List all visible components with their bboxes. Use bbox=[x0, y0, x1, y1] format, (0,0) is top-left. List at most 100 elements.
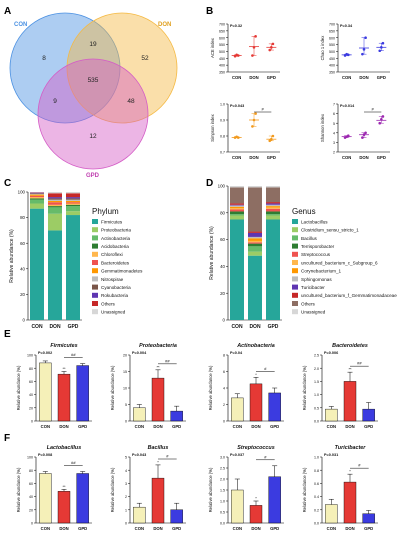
stacked-segment bbox=[248, 238, 262, 241]
x-tick-label: GPD bbox=[377, 155, 386, 160]
stacked-segment bbox=[66, 204, 80, 207]
legend-label: Turicibacter bbox=[301, 285, 325, 290]
chart-title: Turicibacter bbox=[335, 445, 367, 451]
data-point bbox=[268, 139, 272, 143]
venn-label-gpd: GPD bbox=[86, 173, 100, 179]
stacked-segment bbox=[230, 205, 244, 207]
legend-label: Actinobacteria bbox=[101, 236, 131, 241]
legend-swatch bbox=[92, 292, 98, 298]
data-point bbox=[268, 48, 272, 52]
stacked-segment bbox=[30, 193, 44, 194]
y-tick-label: 500 bbox=[329, 50, 335, 54]
y-tick-label: 80 bbox=[29, 469, 33, 473]
stacked-segment bbox=[248, 232, 262, 237]
stacked-segment bbox=[48, 206, 62, 208]
p-value-label: P=0.014 bbox=[340, 104, 355, 108]
y-tick-label: 8 bbox=[223, 354, 225, 358]
legend-swatch bbox=[292, 292, 298, 298]
data-point bbox=[271, 42, 275, 46]
y-tick-label: 20 bbox=[123, 354, 127, 358]
p-value-label: P=0.031 bbox=[324, 453, 338, 457]
x-tick-label: GPD bbox=[78, 526, 87, 531]
legend-swatch bbox=[92, 251, 98, 257]
stacked-segment bbox=[248, 246, 262, 252]
legend-label: Unassigned bbox=[101, 310, 126, 315]
y-tick-label: 1 bbox=[125, 508, 127, 512]
y-tick-label: 350 bbox=[329, 71, 335, 75]
bar bbox=[325, 504, 338, 524]
stacked-segment bbox=[30, 192, 44, 194]
stacked-segment bbox=[248, 251, 262, 256]
stacked-segment bbox=[266, 187, 280, 203]
legend-label: uncultured_bacterium_f_Gemmatimonadaceae bbox=[301, 293, 397, 298]
data-point bbox=[380, 46, 383, 49]
x-tick-label: GPD bbox=[377, 75, 386, 80]
stacked-segment bbox=[248, 240, 262, 243]
venn-count-con-don: 19 bbox=[89, 41, 97, 48]
y-tick-label: 4 bbox=[333, 131, 335, 135]
y-tick-label: 1.0 bbox=[314, 456, 319, 460]
bar bbox=[57, 491, 71, 524]
legend-swatch bbox=[92, 309, 98, 315]
venn-count-don-only: 52 bbox=[141, 55, 149, 62]
y-tick-label: 100 bbox=[27, 456, 33, 460]
x-tick-label: DON bbox=[251, 526, 260, 531]
y-tick-label: 0.6 bbox=[314, 482, 319, 486]
p-value-label: P=0.037 bbox=[230, 453, 244, 457]
x-tick-label: DON bbox=[153, 424, 162, 429]
stacked-segment bbox=[48, 198, 62, 200]
y-axis-label: Relative abundance (%) bbox=[110, 467, 115, 512]
y-tick-label: 0 bbox=[125, 420, 127, 424]
legend-label: Others bbox=[301, 301, 315, 306]
y-tick-label: 1.0 bbox=[314, 393, 319, 397]
stacked-segment bbox=[66, 198, 80, 200]
x-tick-label: GPD bbox=[364, 424, 373, 429]
y-tick-label: 0 bbox=[23, 318, 26, 323]
legend-label: Bacteroidetes bbox=[101, 260, 130, 265]
significance-marker: # bbox=[358, 463, 361, 468]
y-tick-label: 2.5 bbox=[220, 467, 225, 471]
y-tick-label: 0.2 bbox=[314, 508, 319, 512]
y-axis-label: Relative abundance (%) bbox=[110, 365, 115, 410]
y-tick-label: 6 bbox=[223, 370, 225, 374]
legend-label: Corynebacterium_1 bbox=[301, 269, 342, 274]
legend-label: Chloroflexi bbox=[101, 252, 123, 257]
bar bbox=[268, 392, 281, 422]
bar bbox=[133, 407, 146, 422]
stacked-segment bbox=[248, 242, 262, 244]
y-tick-label: 60 bbox=[29, 482, 33, 486]
stacked-segment bbox=[266, 204, 280, 207]
stacked-segment bbox=[248, 231, 262, 233]
x-tick-label: DON bbox=[249, 155, 258, 160]
stacked-segment bbox=[230, 211, 244, 215]
y-tick-label: 20 bbox=[220, 291, 225, 296]
p-value-label: P=0.008 bbox=[38, 453, 52, 457]
stacked-segment bbox=[230, 214, 244, 216]
stacked-segment bbox=[266, 215, 280, 220]
y-tick-label: 5 bbox=[333, 122, 335, 126]
stacked-segment bbox=[230, 206, 244, 209]
legend-swatch bbox=[292, 268, 298, 274]
stacked-segment bbox=[266, 214, 280, 216]
chart-title: Lactobacillus bbox=[47, 445, 81, 451]
panel-label-e: E bbox=[4, 329, 11, 340]
significance-star: ** bbox=[156, 364, 160, 369]
y-tick-label: 100 bbox=[27, 354, 33, 358]
data-point bbox=[362, 133, 366, 137]
legend-swatch bbox=[92, 276, 98, 282]
y-tick-label: 0.9 bbox=[220, 119, 225, 123]
y-tick-label: 4 bbox=[223, 387, 225, 391]
y-tick-label: 60 bbox=[29, 380, 33, 384]
data-point bbox=[361, 52, 364, 56]
chart-title: Actinobacteria bbox=[236, 343, 274, 349]
x-tick-label: CON bbox=[232, 75, 241, 80]
bar-chart: 0 2 4 6 8 Relative abundance (%) Actinobacteri… bbox=[208, 343, 284, 429]
y-tick-label: 0 bbox=[31, 522, 33, 526]
y-axis-label: Relative abundance (%) bbox=[209, 226, 215, 280]
stacked-segment bbox=[66, 193, 80, 198]
data-point bbox=[251, 125, 254, 128]
stacked-segment bbox=[30, 197, 44, 199]
bar-chart: 0 1 2 3 4 5 Relative abundance (%) BacillusP=0.… bbox=[110, 445, 186, 531]
significance-marker: ## bbox=[357, 361, 362, 366]
